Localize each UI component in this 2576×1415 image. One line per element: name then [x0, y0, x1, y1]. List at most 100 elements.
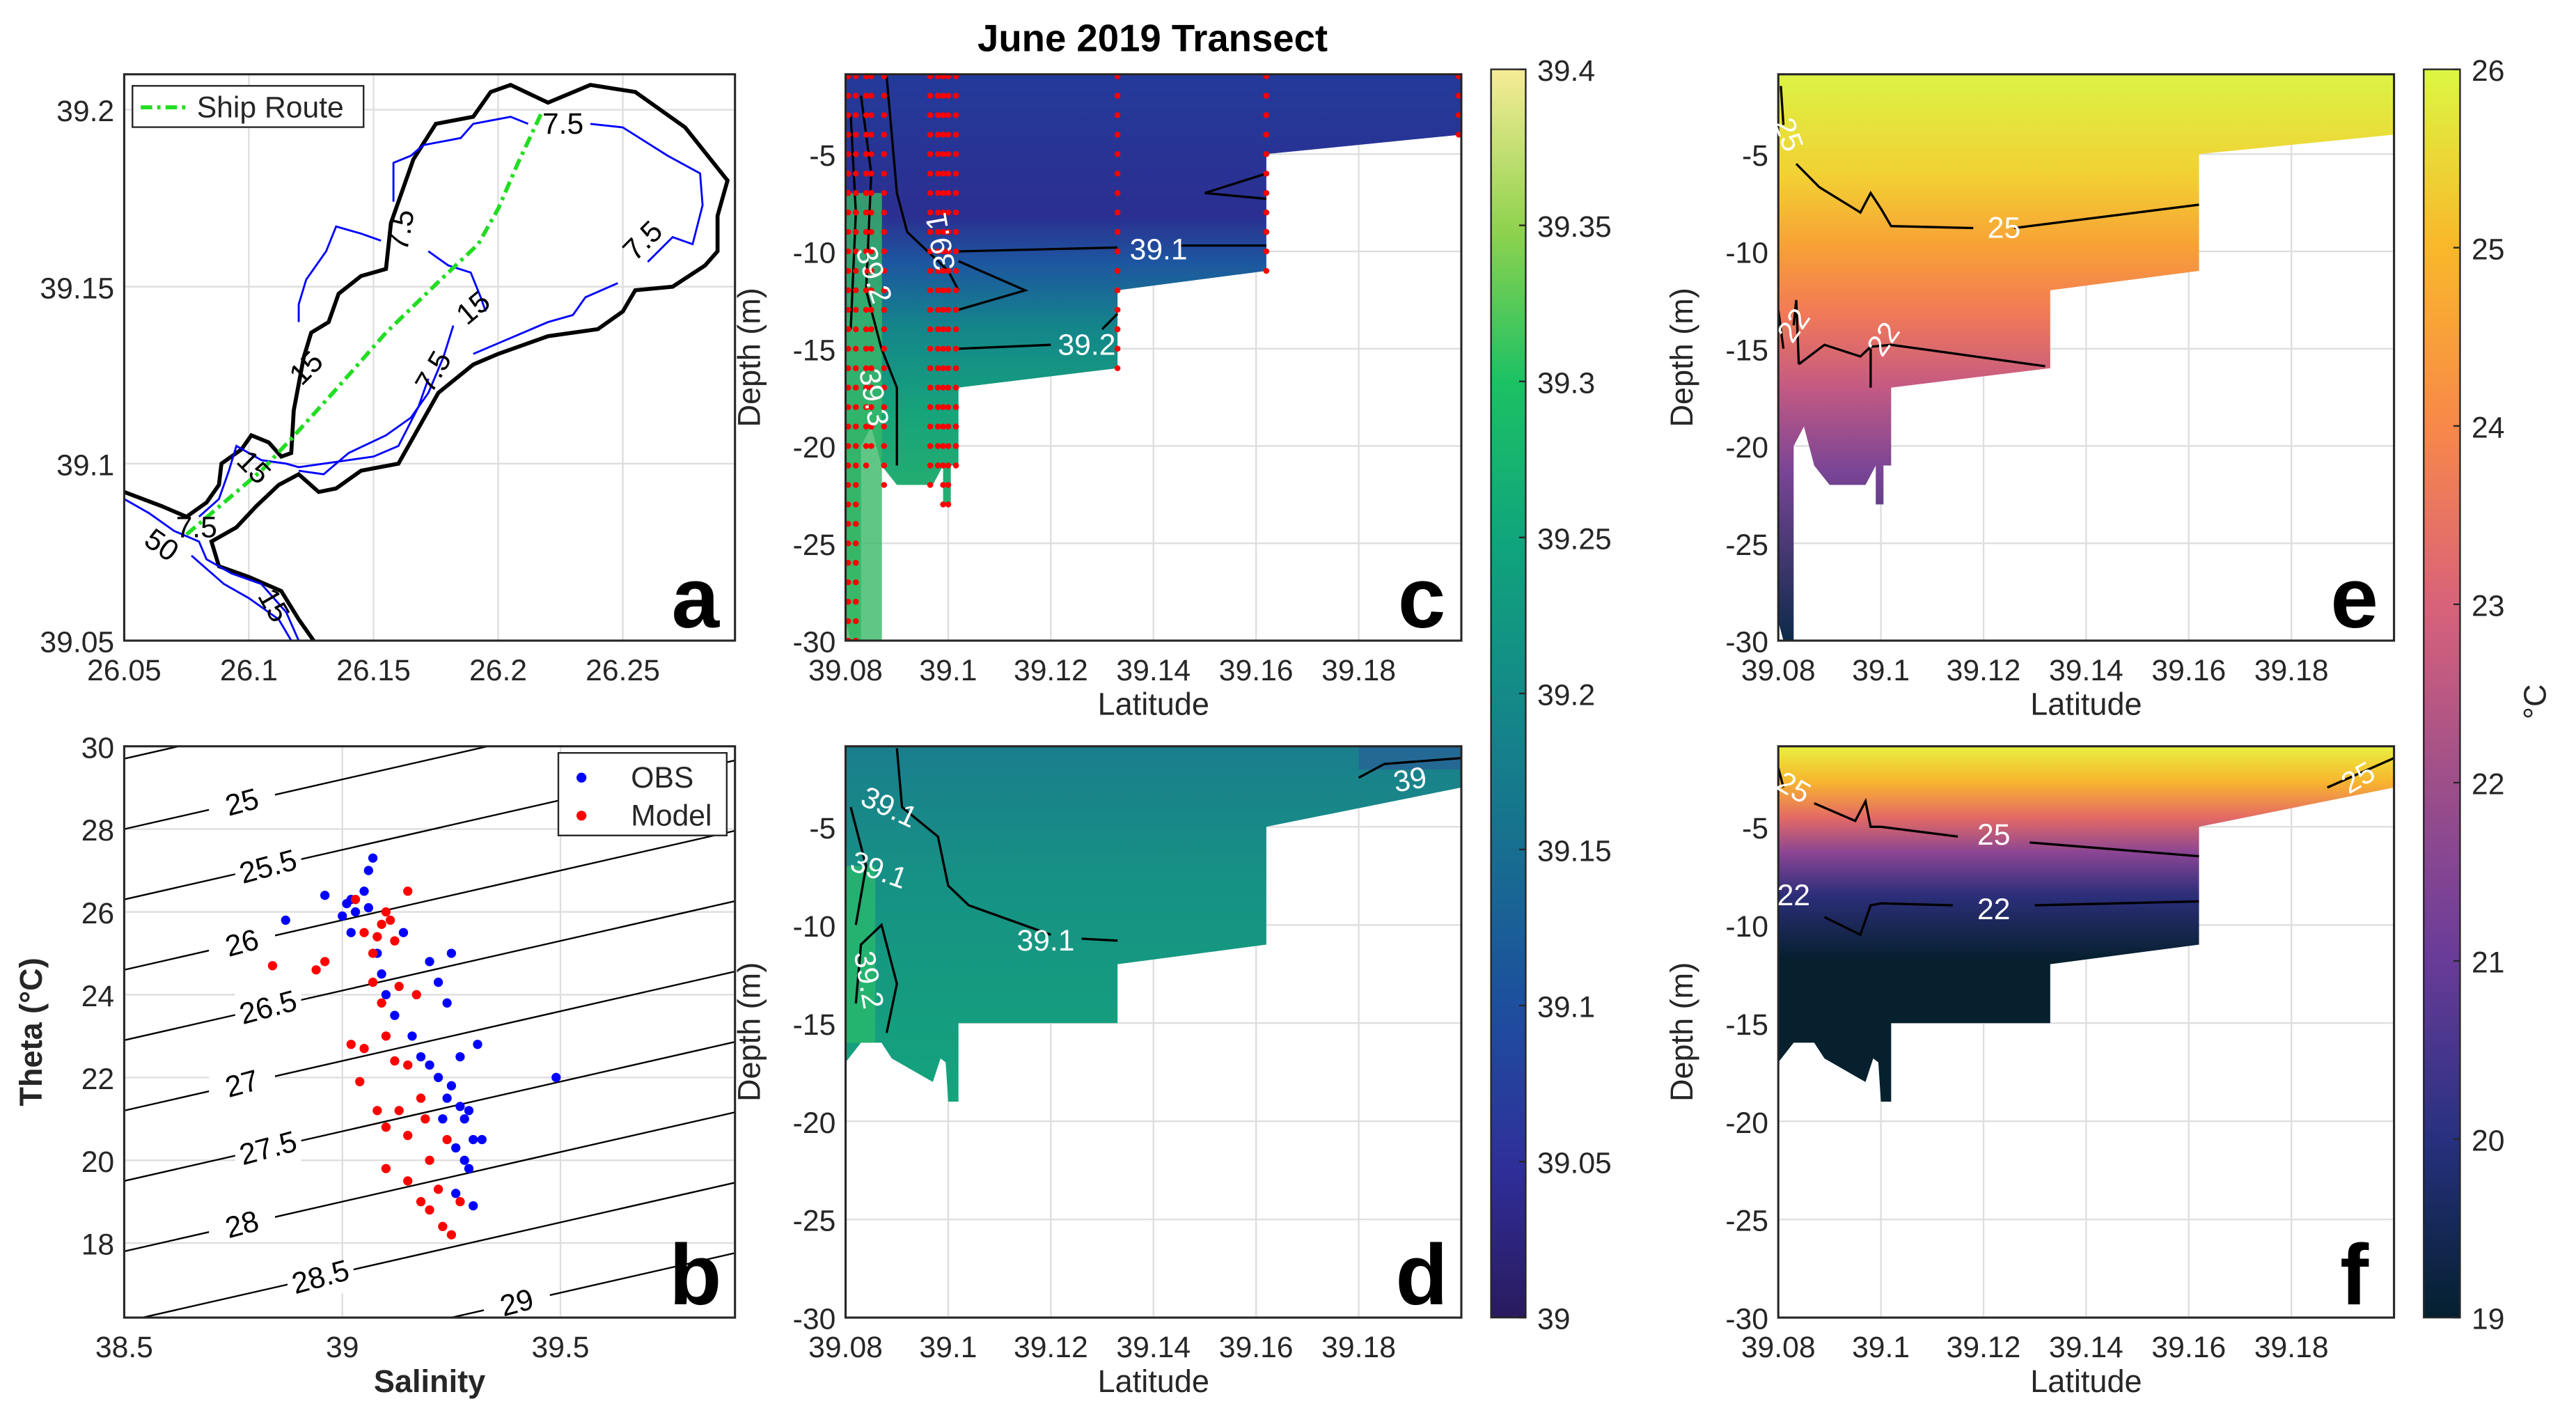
x-tick-label: 39.18 [2254, 1331, 2329, 1364]
station-sample-point [945, 345, 952, 352]
station-sample-point [945, 404, 952, 410]
station-sample-point [940, 482, 946, 488]
ship-route-line [185, 109, 545, 536]
obs-point [469, 1134, 478, 1145]
station-sample-point [863, 112, 870, 118]
obs-point [425, 1060, 434, 1070]
model-point [390, 1056, 400, 1066]
obs-point [446, 1081, 457, 1090]
x-tick-label: 39.14 [1116, 1331, 1191, 1364]
isobath-7.5 [392, 116, 529, 202]
station-sample-point [863, 170, 870, 177]
station-sample-point [845, 384, 851, 391]
station-sample-point [927, 267, 934, 274]
contour-label: 25 [1977, 818, 2010, 852]
isopycnal-label: 26 [222, 923, 262, 964]
isobath-7.5 [473, 282, 618, 355]
station-sample-point [945, 287, 952, 294]
station-sample-point [952, 326, 959, 333]
obs-point [350, 907, 361, 917]
colorbar-tick-label: 23 [2472, 589, 2504, 623]
axes-frame [1777, 745, 2396, 1319]
station-sample-point [934, 423, 941, 430]
model-point [442, 1134, 452, 1145]
station-sample-point [845, 112, 851, 118]
obs-point [425, 957, 434, 967]
station-sample-point [1114, 345, 1121, 352]
station-sample-point [863, 151, 870, 157]
station-sample-point [863, 306, 870, 313]
station-sample-point [952, 345, 959, 352]
station-sample-point [940, 306, 946, 313]
obs-point [407, 1031, 417, 1041]
station-sample-point [881, 132, 888, 138]
station-sample-point [927, 306, 934, 313]
y-tick-label: 22 [81, 1063, 114, 1096]
station-sample-point [945, 443, 952, 449]
station-sample-point [940, 189, 946, 196]
x-axis-label: Latitude [1098, 687, 1209, 722]
model-point [425, 1155, 434, 1165]
station-sample-point [927, 228, 934, 235]
plot-area-c [845, 74, 1461, 641]
station-sample-point [853, 112, 859, 118]
colorbar-tick-label: 24 [2472, 411, 2504, 444]
station-sample-point [1263, 248, 1270, 255]
contour-label: 22 [1777, 879, 1810, 912]
station-sample-point [863, 462, 870, 469]
model-point [311, 965, 321, 975]
y-tick-label: -30 [793, 1303, 836, 1336]
model-point [377, 919, 386, 929]
obs-point [398, 928, 409, 937]
colorbar-cb2: 19 20 21 22 23 24 25 26 °C [2423, 54, 2553, 1336]
station-sample-point [881, 462, 888, 469]
station-sample-point [1114, 93, 1121, 99]
contour-line [1780, 86, 1785, 125]
station-sample-point [927, 248, 934, 255]
colorbar-tick-label: 22 [2472, 767, 2504, 801]
station-sample-point [845, 132, 851, 138]
colorbar-tick-label: 39.35 [1537, 210, 1612, 244]
station-sample-point [1114, 228, 1121, 235]
station-sample-point [853, 170, 859, 177]
station-sample-point [845, 248, 851, 255]
station-sample-point [934, 93, 941, 99]
contour-label: 7.5 [381, 207, 421, 253]
plot-area-a [124, 82, 730, 641]
x-axis-label: Latitude [2030, 1363, 2142, 1399]
low-salinity-patch [1358, 746, 1461, 769]
station-sample-point [881, 93, 888, 99]
isopycnal-label-bg [235, 1132, 301, 1165]
station-sample-point [853, 365, 859, 371]
station-sample-point [945, 93, 952, 99]
isobath-50 [124, 498, 300, 641]
station-sample-point [934, 365, 941, 371]
station-sample-point [940, 326, 946, 333]
station-sample-point [952, 112, 959, 118]
panel-label-d: d [1395, 1227, 1447, 1323]
isobath-7.5 [590, 123, 704, 263]
station-sample-point [881, 423, 888, 430]
model-point [425, 1205, 434, 1215]
contour-label: 7.5 [542, 107, 583, 141]
model-point [403, 1060, 413, 1070]
y-axis-label: Depth (m) [731, 962, 767, 1102]
model-point [350, 895, 361, 905]
station-sample-point [845, 189, 851, 196]
model-point [403, 1130, 413, 1141]
contour-label: 15 [450, 285, 496, 331]
station-sample-point [934, 306, 941, 313]
station-sample-point [934, 326, 941, 333]
station-sample-point [845, 287, 851, 294]
station-sample-point [845, 579, 851, 586]
panel-e: 39.08 39.1 39.12 39.14 39.16 39.18 -30 -25 -20 -1… [1664, 73, 2396, 722]
station-sample-point [945, 462, 952, 469]
isopycnal-label: 28 [222, 1204, 262, 1245]
y-tick-label: -10 [1725, 910, 1768, 944]
station-sample-point [863, 326, 870, 333]
station-sample-point [934, 228, 941, 235]
isopycnal-line [124, 1041, 735, 1182]
contour-label: 22 [1977, 893, 2010, 926]
data-field-e [1778, 74, 2394, 641]
contour-label: 7.5 [616, 214, 669, 267]
